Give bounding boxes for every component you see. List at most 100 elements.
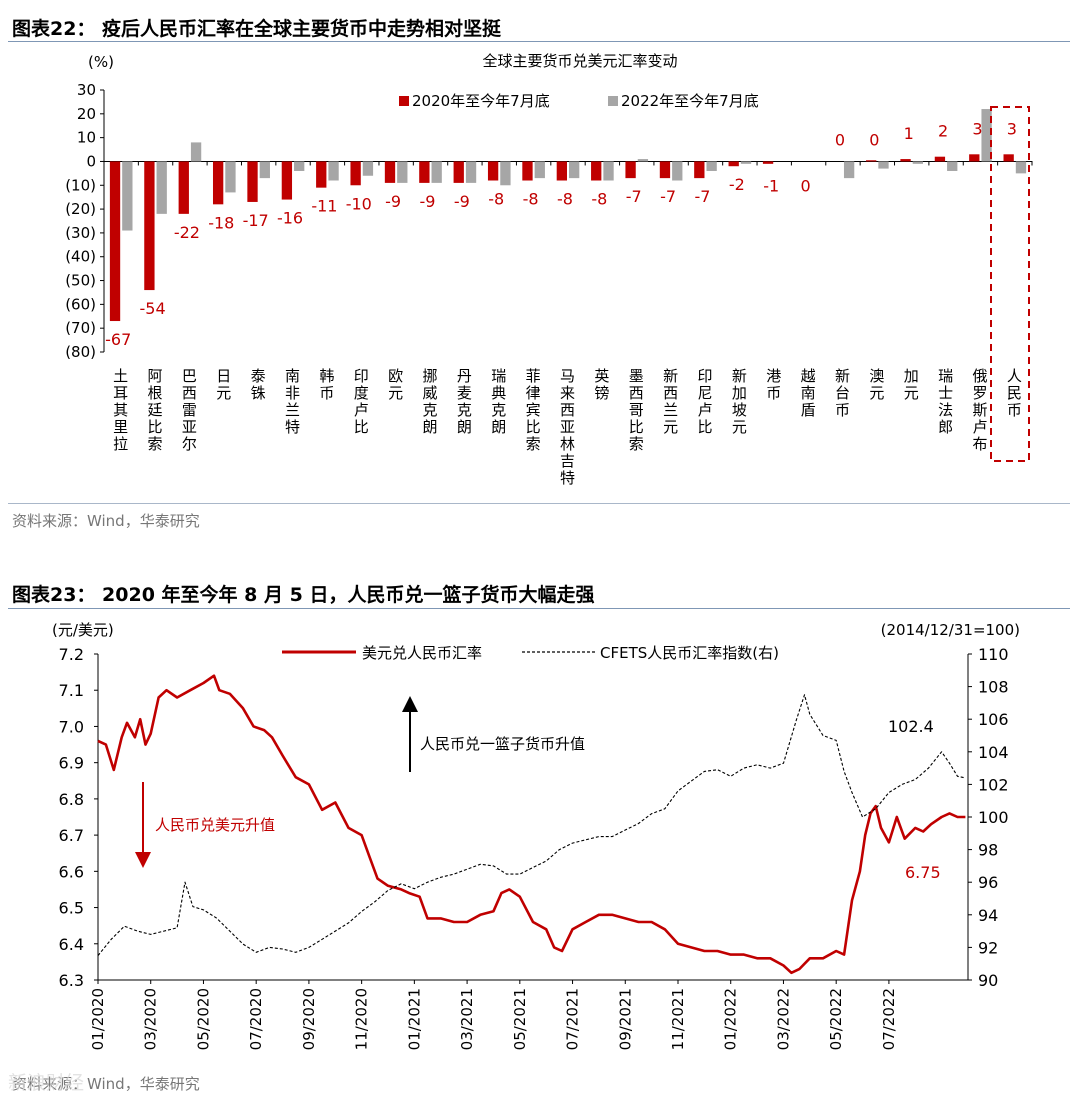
bar-2020 [625, 161, 636, 179]
data-label-2020: -17 [243, 211, 269, 230]
right-tick-label: 96 [978, 873, 998, 892]
right-tick-label: 104 [978, 743, 1009, 762]
figure-23-source: 资料来源：Wind，华泰研究 [12, 1075, 200, 1093]
category-label: 新西兰元 [661, 368, 679, 436]
x-tick-label: 11/2021 [669, 988, 687, 1050]
x-tick-label: 03/2021 [458, 988, 476, 1050]
title-rule-2 [8, 608, 1070, 609]
legend-swatch-2020 [399, 96, 409, 106]
data-label-2020: -16 [277, 209, 303, 228]
x-tick-label: 05/2022 [827, 988, 845, 1050]
bar-2020 [866, 160, 877, 162]
bar-2020 [316, 161, 327, 188]
bar-2020 [384, 161, 396, 183]
data-label-2020: 0 [835, 130, 845, 149]
right-tick-label: 92 [978, 938, 998, 957]
left-tick-label: 7.1 [59, 681, 84, 700]
category-label: 南非兰特 [283, 368, 301, 436]
legend-label-cfets: CFETS人民币汇率指数(右) [600, 644, 779, 662]
legend-swatch-2022 [608, 96, 618, 106]
bar-2022 [569, 161, 580, 179]
right-tick-label: 106 [978, 710, 1009, 729]
y-tick-label: (50) [65, 272, 96, 290]
data-label-2020: -7 [626, 187, 642, 206]
y-tick-label: (70) [65, 319, 96, 337]
data-label-2020: -10 [346, 194, 372, 213]
category-label: 菲律宾比索 [524, 368, 542, 453]
bar-2022 [431, 161, 442, 183]
category-label: 墨西哥比索 [627, 368, 645, 453]
bar-2022 [981, 109, 992, 162]
category-label: 新加坡元 [730, 368, 748, 436]
end-value-cny: 6.75 [905, 863, 941, 882]
right-tick-label: 90 [978, 971, 998, 990]
data-label-2020: -67 [105, 330, 131, 349]
bar-2020 [969, 154, 980, 162]
left-tick-label: 6.9 [59, 754, 84, 773]
right-tick-label: 94 [978, 906, 998, 925]
bar-2020 [144, 161, 155, 291]
category-label: 印度卢比 [352, 368, 370, 436]
x-tick-label: 09/2020 [300, 988, 318, 1050]
data-label-2020: -7 [660, 187, 676, 206]
source-rule [8, 503, 1070, 504]
bar-2022 [706, 161, 717, 171]
category-label: 俄罗斯卢布 [970, 368, 988, 453]
end-value-cfets: 102.4 [888, 717, 934, 736]
title-rule [8, 41, 1070, 42]
watermark: 新浪财经 [8, 1072, 85, 1094]
bar-2022 [672, 161, 683, 181]
bar-2022 [912, 161, 924, 164]
bar-2022 [843, 161, 855, 179]
data-label-2020: -8 [591, 190, 607, 209]
y-unit-label: (%) [88, 53, 114, 71]
data-label-2020: -54 [139, 299, 165, 318]
data-label-2020: -9 [454, 192, 470, 211]
category-label: 瑞典克朗 [489, 368, 507, 436]
bar-2022 [362, 161, 374, 176]
bar-2020 [487, 161, 499, 181]
up-arrow-head [402, 696, 418, 712]
category-label: 加元 [902, 368, 920, 402]
bar-2020 [247, 161, 258, 202]
x-tick-label: 01/2022 [722, 988, 740, 1050]
data-label-2020: 3 [972, 119, 982, 138]
bar-2020 [934, 156, 946, 162]
y-tick-label: (10) [65, 176, 96, 194]
x-tick-label: 03/2022 [774, 988, 792, 1050]
data-label-2020: -2 [729, 175, 745, 194]
bar-2020 [556, 161, 567, 181]
right-tick-label: 102 [978, 775, 1009, 794]
y-tick-label: 30 [77, 81, 96, 99]
data-label-2020: 0 [800, 176, 810, 195]
y-tick-label: (20) [65, 200, 96, 218]
x-tick-label: 01/2020 [89, 988, 107, 1050]
data-label-2020: 0 [869, 130, 879, 149]
category-label: 新台币 [833, 368, 851, 419]
category-label: 澳元 [867, 368, 885, 402]
left-unit-label: (元/美元) [52, 621, 114, 639]
bar-2022 [947, 161, 958, 171]
category-label: 泰铢 [249, 368, 267, 402]
bar-2022 [637, 159, 649, 162]
category-label: 瑞士法郎 [936, 368, 954, 436]
data-label-2020: -9 [420, 192, 436, 211]
category-label: 英镑 [592, 367, 610, 402]
left-tick-label: 7.2 [59, 645, 84, 664]
x-tick-label: 07/2020 [247, 988, 265, 1050]
data-label-2020: -11 [311, 197, 337, 216]
cny-highlight-box [990, 106, 1030, 462]
bar-2022 [534, 161, 545, 179]
data-label-2020: -8 [557, 190, 573, 209]
figure-23-title: 图表23： 2020 年至今年 8 月 5 日，人民币兑一篮子货币大幅走强 [12, 584, 595, 606]
bar-2022 [122, 161, 133, 231]
x-tick-label: 11/2020 [353, 988, 371, 1050]
left-tick-label: 6.7 [59, 826, 84, 845]
category-label: 阿根廷比索 [146, 368, 164, 453]
data-label-2020: -8 [523, 190, 539, 209]
right-tick-label: 98 [978, 841, 998, 860]
data-label-2020: -7 [695, 187, 711, 206]
up-arrow-label: 人民币兑一篮子货币升值 [420, 735, 585, 753]
x-tick-label: 07/2021 [564, 988, 582, 1050]
series-cfets-line [97, 694, 966, 956]
